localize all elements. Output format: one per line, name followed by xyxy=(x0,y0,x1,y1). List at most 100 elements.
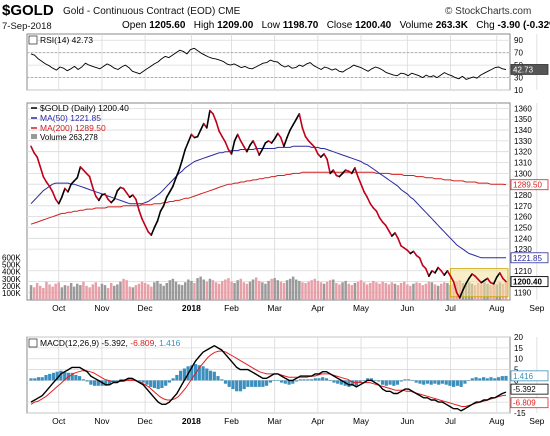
rsi-tick-label: 10 xyxy=(514,86,523,95)
macd-histogram-bar xyxy=(197,365,201,381)
price-segment xyxy=(206,109,211,129)
macd-histogram-bar xyxy=(59,370,63,381)
volume-bar xyxy=(147,284,150,300)
volume-bar xyxy=(150,286,153,300)
volume-bar xyxy=(122,278,125,300)
macd-tick-label: 10 xyxy=(514,355,523,364)
price-segment xyxy=(354,167,359,178)
ohlc-readout: Open 1205.60 High 1209.00 Low 1198.70 Cl… xyxy=(122,20,550,31)
volume-bar xyxy=(39,285,42,300)
volume-bar xyxy=(251,279,255,300)
volume-bar xyxy=(406,284,409,300)
price-tick-label: 1340 xyxy=(514,126,532,135)
price-tick-label: 1330 xyxy=(514,137,532,146)
price-segment xyxy=(468,273,473,280)
macd-histogram-bar xyxy=(482,377,486,381)
price-segment xyxy=(446,269,452,278)
rsi-last-tag: 42.73 xyxy=(513,65,534,74)
macd-histogram-bar xyxy=(313,378,317,381)
volume-bar xyxy=(341,282,344,300)
volume-bar xyxy=(168,280,172,300)
volume-tick-label: 400K xyxy=(2,268,21,277)
macd-signal-line xyxy=(30,350,507,407)
volume-bar xyxy=(282,283,286,300)
price-x-label: Feb xyxy=(224,303,239,313)
price-segment xyxy=(91,186,97,197)
volume-bar xyxy=(239,278,242,300)
volume-bar xyxy=(177,284,181,300)
volume-bar xyxy=(221,280,224,300)
volume-bar xyxy=(57,282,60,300)
volume-bar xyxy=(202,279,205,300)
macd-line xyxy=(30,345,507,412)
volume-bar xyxy=(100,283,104,300)
chart-header: $GOLD Gold - Continuous Contract (EOD) C… xyxy=(0,0,550,34)
macd-histogram-bar xyxy=(373,380,377,381)
volume-bar xyxy=(79,285,82,300)
macd-histogram-bar xyxy=(36,377,41,381)
price-segment xyxy=(397,237,402,247)
volume-bar xyxy=(32,287,36,300)
volume-bar xyxy=(372,280,375,300)
volume-bar xyxy=(369,283,372,300)
price-segment xyxy=(304,135,310,142)
volume-bar xyxy=(288,278,292,300)
volume-bar xyxy=(106,288,110,300)
volume-bar xyxy=(91,284,94,300)
price-segment xyxy=(175,169,180,179)
price-tick-label: 1190 xyxy=(514,288,532,297)
macd-panel: 20151050-10-151.416-5.392-6.809MACD(12,2… xyxy=(26,333,549,426)
macd-histogram-bar xyxy=(276,380,280,381)
price-segment xyxy=(156,210,162,222)
contract-name: Gold - Continuous Contract (EOD) CME xyxy=(63,6,241,17)
price-segment xyxy=(60,187,66,198)
macd-histogram-bar xyxy=(115,380,119,382)
price-segment xyxy=(113,189,119,201)
volume-bar xyxy=(171,278,175,300)
price-segment xyxy=(387,229,393,237)
macd-histogram-bar xyxy=(444,380,448,385)
macd-histogram-bar xyxy=(141,380,145,383)
ma50-line xyxy=(30,145,506,259)
volume-bar xyxy=(325,281,329,300)
macd-histogram-bar xyxy=(478,378,482,381)
volume-bar xyxy=(381,281,384,300)
macd-histogram-bar xyxy=(403,379,407,381)
macd-histogram-bar xyxy=(309,379,314,381)
volume-bar xyxy=(378,283,381,300)
macd-title: MACD(12,26,9) -5.392, -6.809, 1.416 xyxy=(40,338,181,348)
macd-title-value: -5.392, xyxy=(101,338,130,348)
volume-bar xyxy=(137,283,141,300)
volume-bar xyxy=(409,285,412,300)
macd-histogram-bar xyxy=(108,380,112,385)
volume-bar xyxy=(436,285,440,300)
price-segment xyxy=(375,210,381,219)
macd-histogram-bar xyxy=(395,380,400,385)
price-segment xyxy=(449,275,455,283)
price-x-label: Mar xyxy=(267,303,282,313)
price-segment xyxy=(30,145,35,154)
price-segment xyxy=(224,141,230,151)
volume-bar xyxy=(224,279,227,300)
macd-histogram-bar xyxy=(44,375,48,381)
price-segment xyxy=(246,144,251,153)
macd-histogram-bar xyxy=(253,380,257,387)
volume-bar xyxy=(415,282,418,300)
volume-bar xyxy=(230,281,233,300)
macd-title-name: MACD(12,26,9) xyxy=(40,338,101,348)
macd-histogram-bar xyxy=(130,378,134,381)
macd-histogram-bar xyxy=(212,371,216,381)
volume-bar xyxy=(116,284,119,300)
volume-bar xyxy=(69,283,73,300)
macd-histogram-bar xyxy=(470,378,474,381)
macd-histogram-bar xyxy=(455,380,459,386)
volume-bar xyxy=(35,283,39,300)
volume-bar xyxy=(350,285,353,300)
volume-bar xyxy=(51,286,54,300)
macd-histogram-bar xyxy=(347,380,351,387)
macd-histogram-bar xyxy=(220,379,224,381)
macd-x-label: Oct xyxy=(52,416,66,426)
volume-tick-label: 200K xyxy=(2,282,21,291)
macd-x-label: Mar xyxy=(267,416,282,426)
